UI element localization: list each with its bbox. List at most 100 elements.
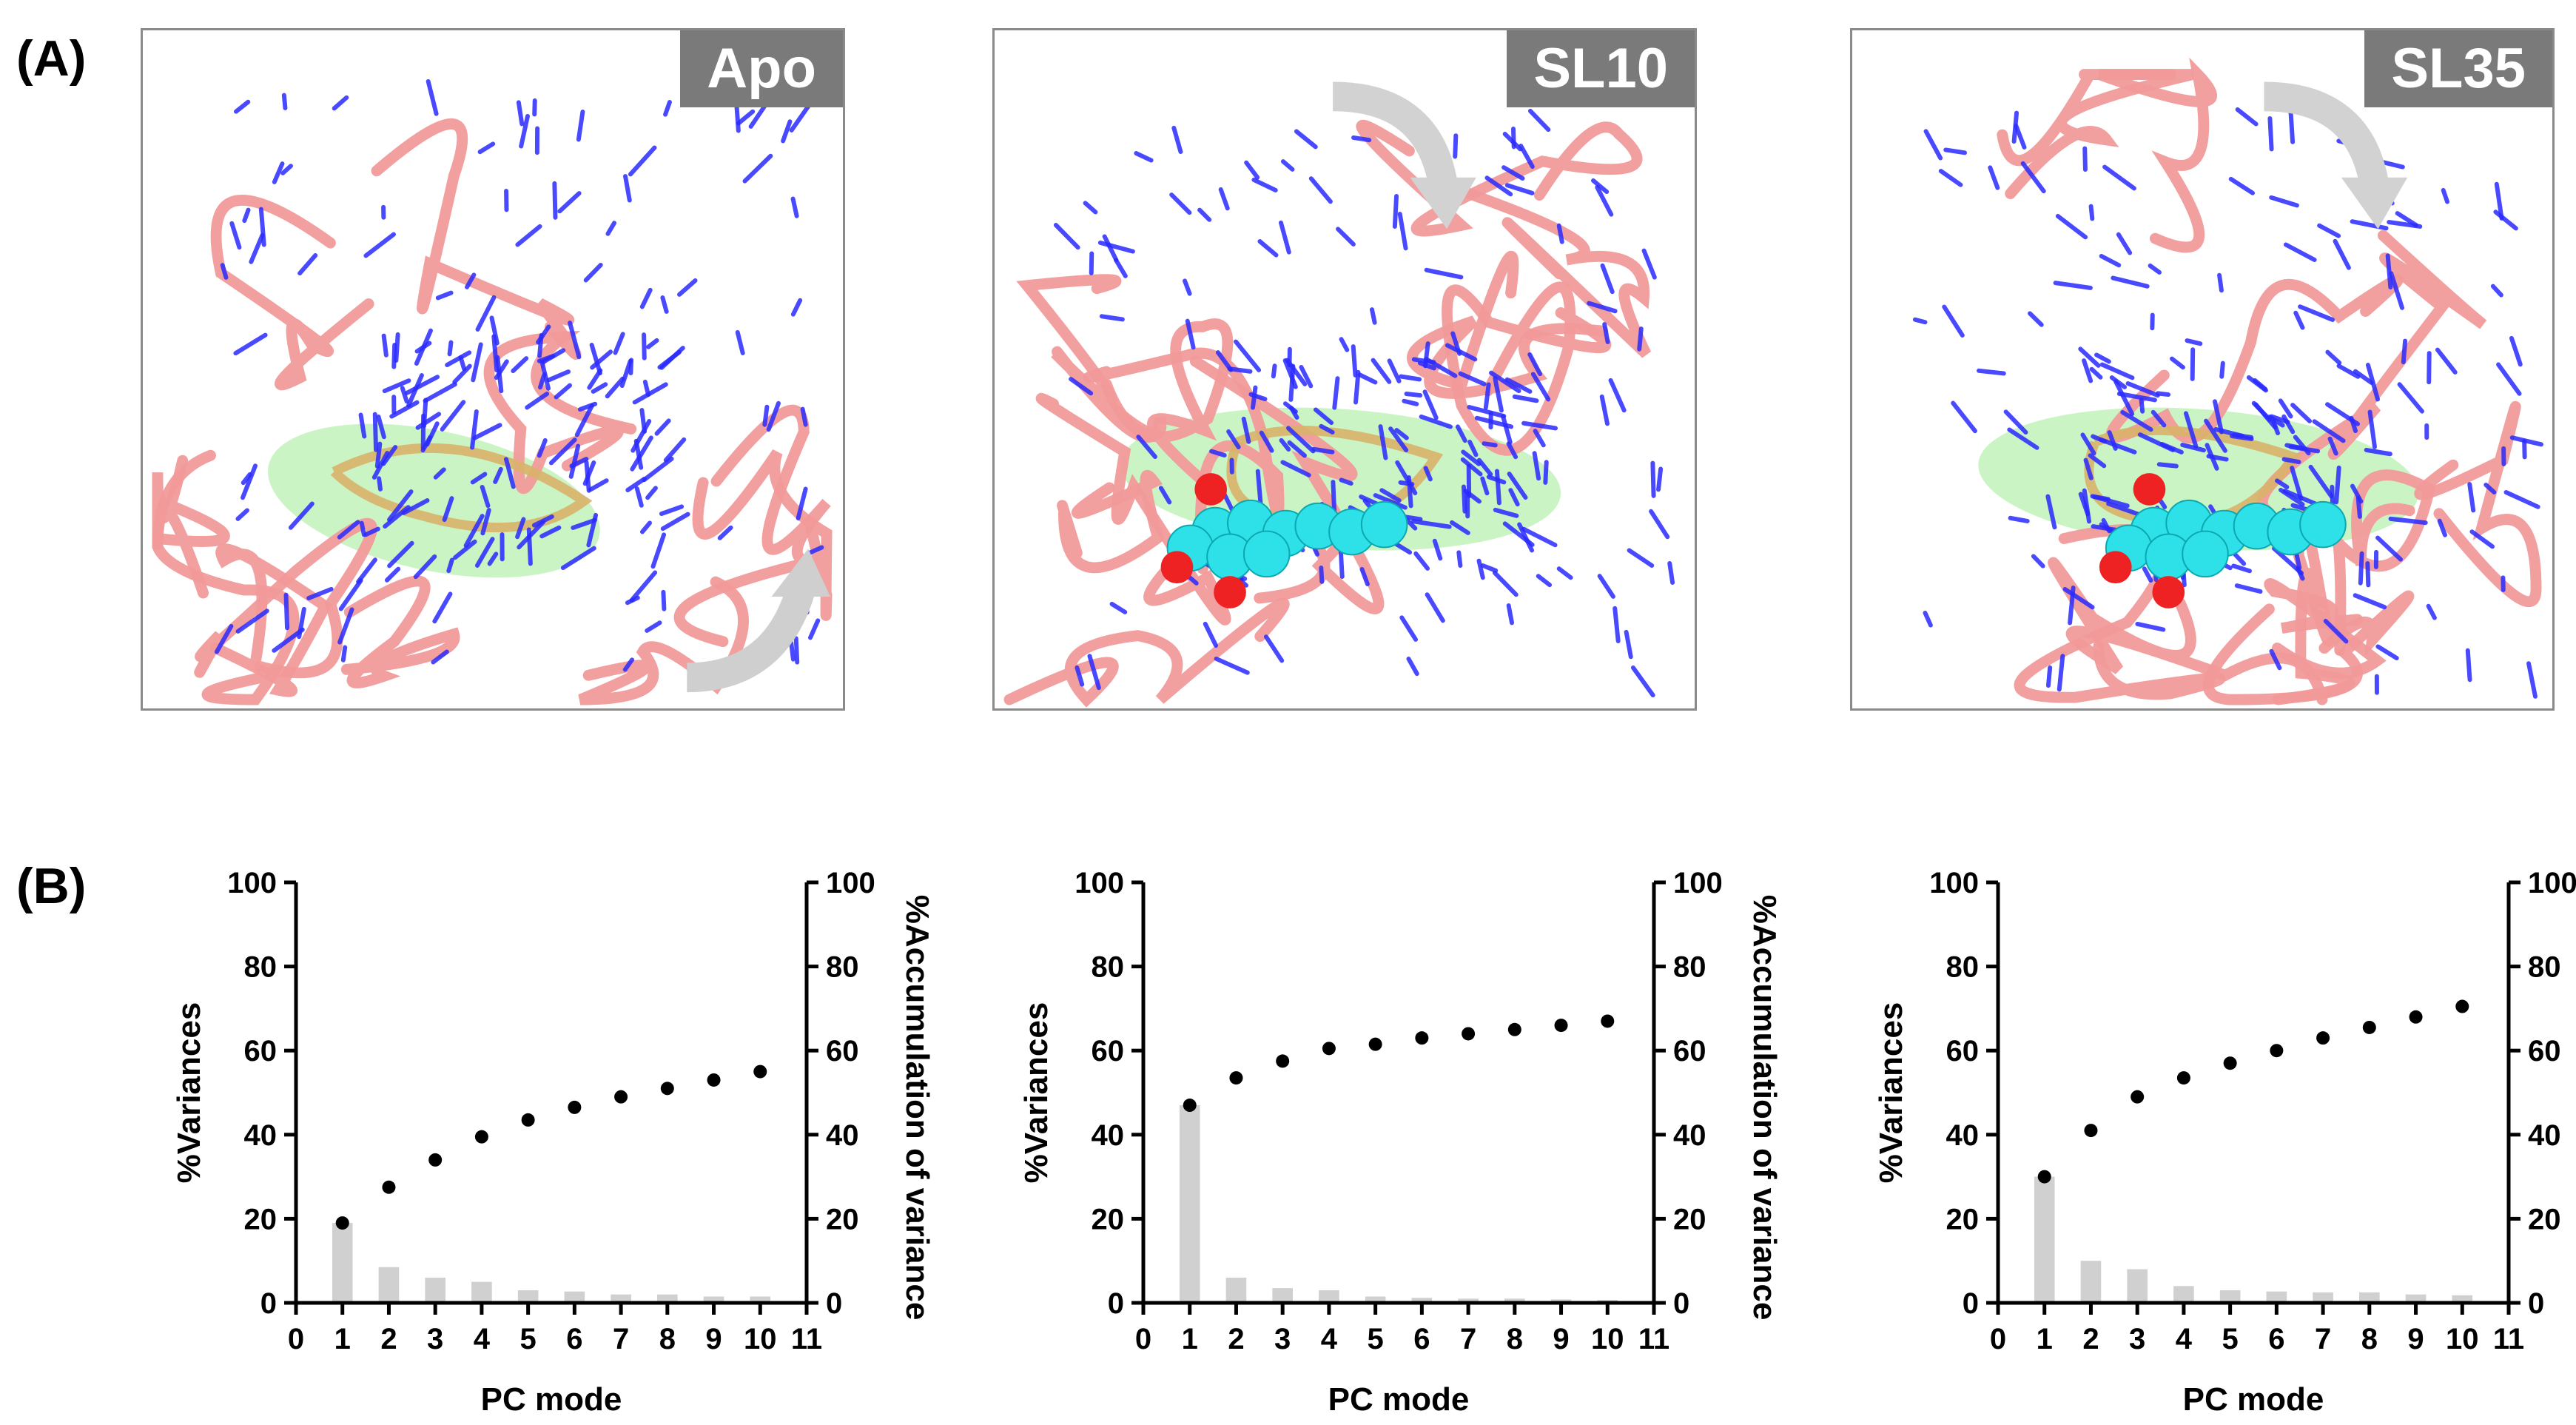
motion-vector (453, 539, 477, 560)
motion-vector (605, 221, 617, 236)
motion-vector (297, 253, 318, 276)
motion-vector (790, 298, 803, 317)
y-tick-label-left: 60 (1946, 1035, 1980, 1067)
motion-vector (389, 400, 420, 419)
motion-vector (1339, 337, 1350, 352)
motion-vector (405, 375, 440, 395)
motion-vector (376, 415, 386, 440)
motion-vector (1227, 366, 1253, 374)
motion-vector (241, 463, 258, 500)
motion-vector (220, 263, 229, 280)
motion-vector (515, 224, 542, 247)
y-tick-label-right: 40 (1673, 1119, 1706, 1152)
accumulation-point (474, 1130, 488, 1144)
motion-vector (630, 419, 652, 453)
x-tick-label: 2 (380, 1323, 397, 1355)
motion-vector (2125, 380, 2160, 398)
motion-vector (2375, 644, 2399, 661)
motion-vector (2233, 551, 2247, 566)
protein-ribbon (2331, 469, 2436, 656)
motion-vector (2365, 363, 2381, 402)
motion-vector (472, 423, 502, 440)
motion-vector (625, 476, 647, 493)
motion-vector (280, 164, 293, 175)
x-tick-label: 2 (1228, 1323, 1244, 1355)
motion-vector (2150, 409, 2167, 428)
motion-vector (1480, 476, 1490, 496)
motion-vector (1319, 565, 1325, 584)
motion-vector (1280, 159, 1295, 172)
motion-vector (2323, 618, 2349, 644)
motion-vector (258, 207, 266, 247)
bar (2127, 1269, 2148, 1303)
bar (2173, 1286, 2194, 1303)
motion-vector (1450, 331, 1462, 356)
motion-vector (2080, 432, 2096, 456)
protein-ribbon (1356, 119, 1643, 237)
motion-vector (2389, 271, 2405, 310)
motion-vector (1476, 457, 1493, 477)
motion-vector (1460, 457, 1483, 477)
motion-vector (2213, 399, 2224, 435)
motion-vector (1536, 574, 1553, 588)
motion-vector (2045, 494, 2057, 530)
x-tick-label: 8 (659, 1323, 676, 1355)
protein-ribbon (1057, 469, 1165, 574)
motion-vector (445, 350, 472, 368)
motion-vector (1339, 477, 1353, 486)
motion-vector (1432, 538, 1443, 561)
accumulation-point (1507, 1022, 1521, 1036)
motion-vector (2283, 242, 2317, 262)
motion-vector (358, 412, 367, 439)
motion-vector (1450, 520, 1470, 535)
motion-vector (1519, 144, 1535, 170)
motion-vector (425, 421, 440, 447)
x-tick-label: 4 (1321, 1323, 1338, 1355)
x-tick-label: 7 (2315, 1323, 2331, 1355)
y-tick-label-left: 0 (1963, 1287, 1979, 1320)
bar (1365, 1296, 1386, 1303)
motion-vector (1624, 629, 1633, 660)
motion-vector (2312, 419, 2346, 443)
motion-vector (589, 343, 602, 376)
motion-vector (1102, 234, 1119, 263)
motion-vector (789, 640, 796, 662)
motion-vector (582, 460, 596, 486)
accumulation-point (2131, 1090, 2145, 1104)
motion-vector (1489, 370, 1521, 394)
motion-vector (1591, 178, 1610, 195)
y-tick-label-left: 100 (1929, 867, 1979, 899)
motion-vector (371, 451, 390, 480)
motion-vector (2375, 535, 2404, 562)
motion-vector (1411, 519, 1452, 529)
motion-vector (381, 333, 389, 358)
motion-vector (480, 484, 491, 509)
structure-label: Apo (680, 30, 843, 107)
y-axis-label: %Variances (1018, 1002, 1055, 1184)
x-tick-label: 10 (2446, 1323, 2479, 1355)
motion-arrow (686, 585, 815, 693)
motion-vector (297, 606, 306, 640)
motion-vector (1271, 363, 1277, 379)
motion-vector (1233, 339, 1262, 372)
motion-vector (2353, 593, 2387, 610)
motion-vector (1461, 449, 1482, 466)
protein-ribbon (152, 455, 230, 599)
motion-vector (660, 295, 669, 314)
motion-vector (423, 382, 457, 403)
motion-vector (1099, 314, 1125, 322)
accumulation-point (382, 1180, 396, 1194)
motion-vector (2101, 517, 2112, 534)
motion-vector (1483, 382, 1491, 410)
motion-vector (2358, 551, 2364, 586)
protein-structure-image (1003, 81, 1675, 708)
motion-vector (2083, 457, 2094, 480)
motion-vector (2267, 415, 2285, 428)
motion-vector (1600, 263, 1615, 295)
motion-vector (1158, 486, 1172, 505)
motion-vector (2288, 108, 2296, 144)
x-tick-label: 1 (334, 1323, 351, 1355)
x-tick-label: 6 (2268, 1323, 2284, 1355)
motion-vector (2180, 443, 2206, 453)
y-tick-label-left: 40 (1946, 1119, 1980, 1152)
